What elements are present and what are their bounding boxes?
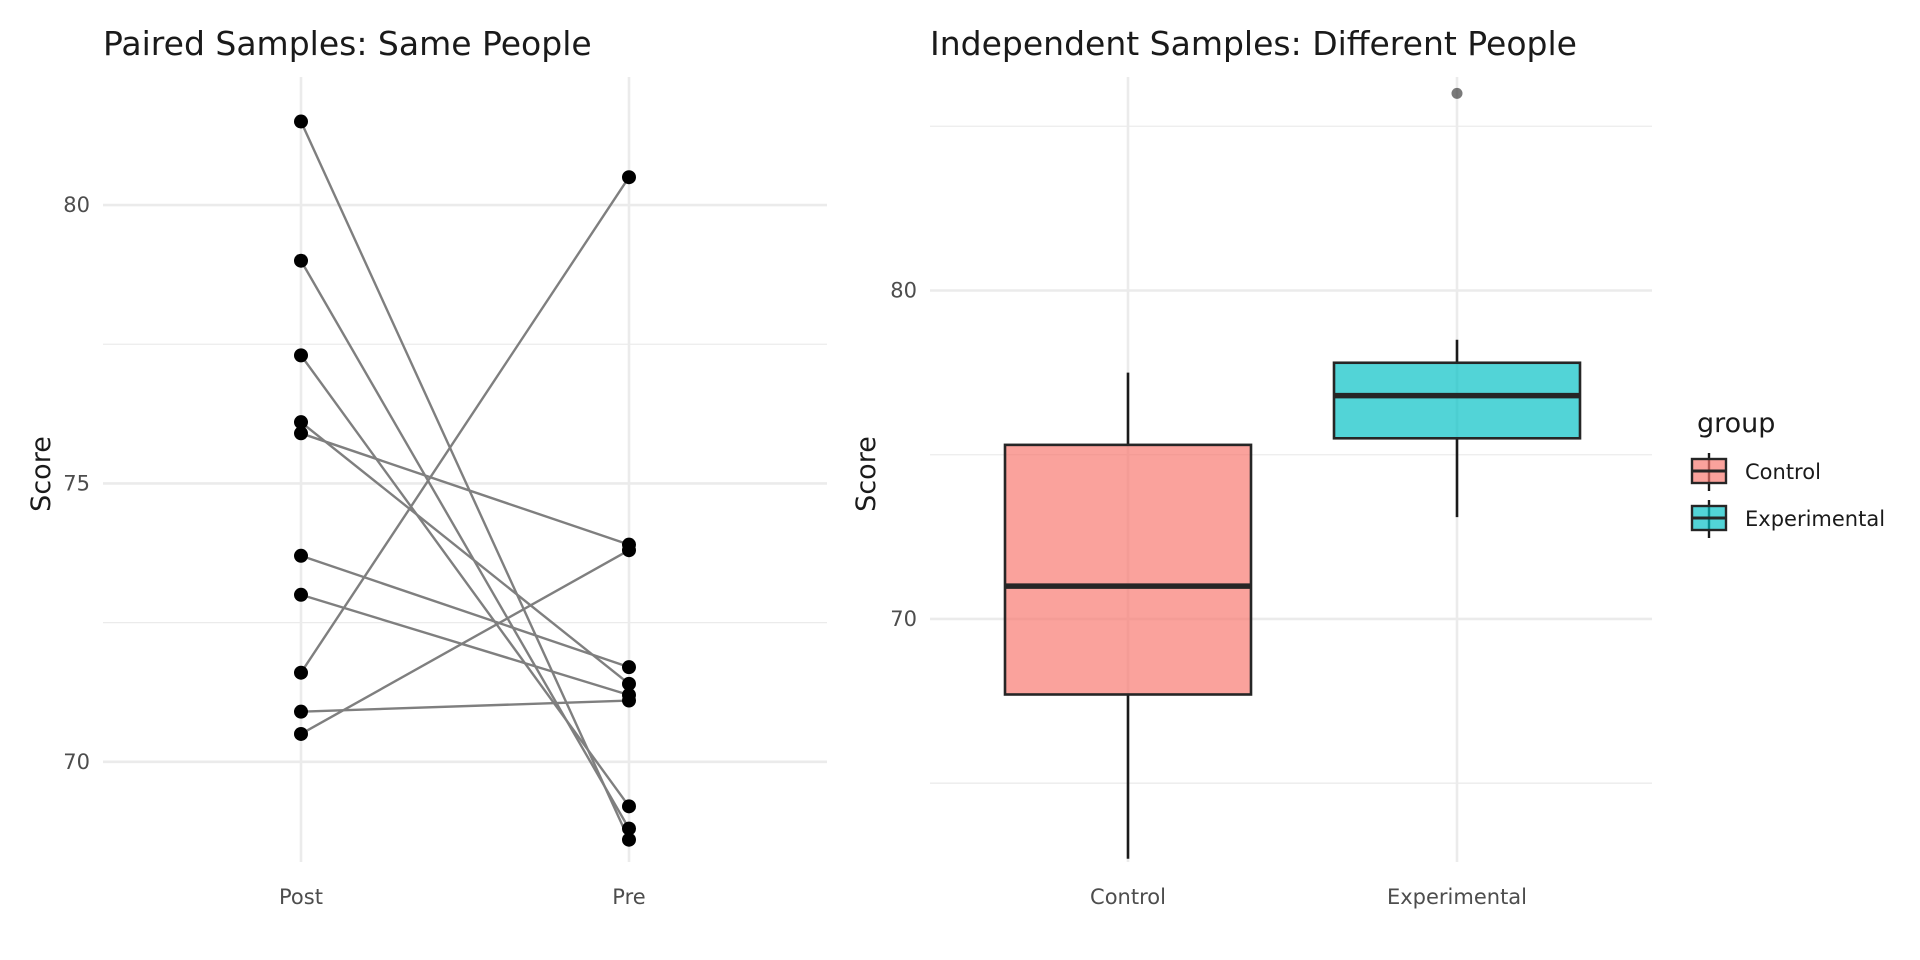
- y-tick-label: 70: [63, 750, 90, 774]
- independent-y-tick-labels: 70 80: [890, 278, 917, 630]
- pair-line: [300, 699, 630, 713]
- pre-point: [622, 676, 636, 691]
- legend-item-control: Control: [1690, 453, 1821, 491]
- legend-title: group: [1697, 408, 1775, 439]
- x-tick-label: Experimental: [1387, 885, 1527, 909]
- y-tick-label: 75: [63, 471, 90, 495]
- y-tick-label: 80: [890, 278, 917, 302]
- paired-lines: [299, 121, 631, 841]
- x-tick-label: Post: [279, 885, 323, 909]
- paired-x-tick-labels: Post Pre: [279, 885, 646, 909]
- pair-line: [300, 554, 630, 669]
- paired-chart-title: Paired Samples: Same People: [103, 24, 592, 63]
- independent-chart-title: Independent Samples: Different People: [930, 24, 1577, 63]
- legend-label: Experimental: [1745, 507, 1885, 531]
- post-point: [294, 426, 308, 441]
- pre-point: [622, 693, 636, 708]
- legend-item-experimental: Experimental: [1690, 500, 1885, 538]
- post-point: [294, 704, 308, 719]
- y-tick-label: 80: [63, 193, 90, 217]
- post-point: [294, 415, 308, 430]
- pair-line: [300, 549, 630, 735]
- paired-points: [294, 114, 636, 847]
- pre-point: [622, 821, 636, 836]
- independent-boxes: [1003, 87, 1582, 859]
- independent-y-axis-title: Score: [851, 436, 882, 512]
- post-point: [294, 253, 308, 268]
- pre-point: [622, 660, 636, 675]
- legend-label: Control: [1745, 460, 1821, 484]
- pre-point: [622, 170, 636, 185]
- outlier-point: [1451, 87, 1463, 99]
- independent-x-tick-labels: Control Experimental: [1090, 885, 1527, 909]
- x-tick-label: Control: [1090, 885, 1166, 909]
- pre-point: [622, 543, 636, 558]
- legend: group Control Experimental: [1690, 408, 1885, 538]
- x-tick-label: Pre: [612, 885, 645, 909]
- box-body: [1003, 443, 1253, 696]
- post-point: [294, 726, 308, 741]
- post-point: [294, 587, 308, 602]
- box-experimental: [1332, 87, 1582, 518]
- post-point: [294, 348, 308, 363]
- pair-line: [299, 176, 631, 674]
- independent-samples-panel: Independent Samples: Different People 70…: [851, 24, 1652, 909]
- pair-line: [300, 593, 630, 697]
- paired-y-axis-title: Score: [26, 436, 57, 512]
- paired-gridlines: [103, 77, 827, 862]
- pair-line: [299, 260, 631, 830]
- pre-point: [622, 832, 636, 847]
- box-control: [1003, 372, 1253, 859]
- pair-line: [299, 121, 631, 841]
- box-body: [1332, 361, 1582, 440]
- pair-line: [300, 432, 630, 546]
- paired-y-tick-labels: 70 75 80: [63, 193, 90, 774]
- legend-items: Control Experimental: [1690, 453, 1885, 538]
- pair-line: [300, 354, 630, 808]
- post-point: [294, 665, 308, 680]
- post-point: [294, 548, 308, 563]
- pair-line: [300, 421, 630, 685]
- pre-point: [622, 799, 636, 814]
- post-point: [294, 114, 308, 129]
- y-tick-label: 70: [890, 607, 917, 631]
